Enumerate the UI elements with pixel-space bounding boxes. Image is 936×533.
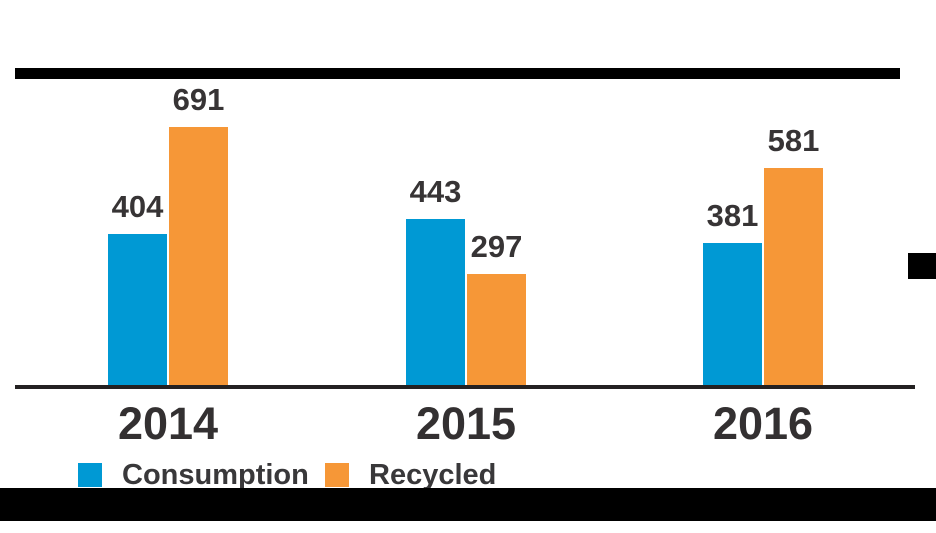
bar-recycled-2015	[467, 274, 526, 385]
bar-consumption-2016	[703, 243, 762, 385]
value-label-recycled-2014: 691	[172, 82, 225, 117]
bar-recycled-2014	[169, 127, 228, 385]
value-label-consumption-2015: 443	[409, 174, 462, 209]
x-axis-category-label-2016: 2016	[712, 398, 814, 449]
top-black-bar	[15, 68, 900, 79]
x-axis-category-label-2014: 2014	[117, 398, 219, 449]
value-label-consumption-2016: 381	[706, 198, 759, 233]
bar-consumption-2014	[108, 234, 167, 385]
legend-swatch-recycled	[325, 463, 349, 487]
value-label-recycled-2015: 297	[470, 229, 523, 264]
legend-swatch-consumption	[78, 463, 102, 487]
x-axis-line	[15, 385, 915, 389]
legend-label-consumption: Consumption	[122, 459, 309, 491]
value-label-recycled-2016: 581	[767, 123, 820, 158]
bar-consumption-2015	[406, 219, 465, 385]
value-label-consumption-2014: 404	[111, 189, 164, 224]
bar-recycled-2016	[764, 168, 823, 385]
bottom-black-bar	[0, 488, 936, 521]
x-axis-category-label-2015: 2015	[415, 398, 517, 449]
right-edge-black-box	[908, 253, 936, 279]
legend-label-recycled: Recycled	[369, 459, 497, 491]
